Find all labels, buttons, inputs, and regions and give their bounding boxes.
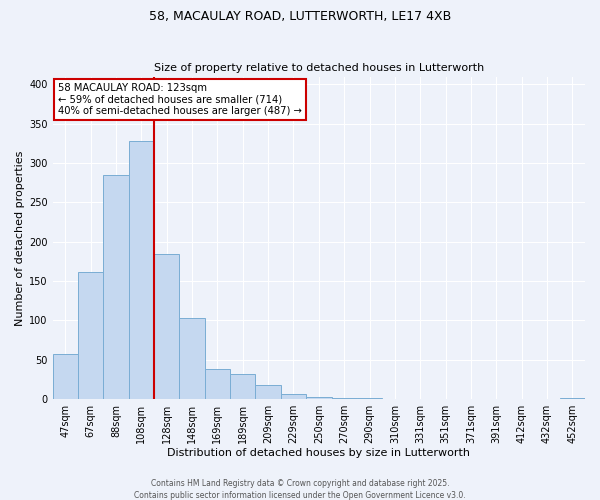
Bar [230,374,256,399]
Bar [256,385,281,399]
Bar [560,398,585,399]
Bar [129,141,154,399]
Bar [179,318,205,399]
Text: 58 MACAULAY ROAD: 123sqm
← 59% of detached houses are smaller (714)
40% of semi-: 58 MACAULAY ROAD: 123sqm ← 59% of detach… [58,83,302,116]
Bar [205,369,230,399]
Text: Contains HM Land Registry data © Crown copyright and database right 2025.
Contai: Contains HM Land Registry data © Crown c… [134,478,466,500]
Bar [332,398,357,399]
Bar [103,175,129,399]
Bar [281,394,306,399]
X-axis label: Distribution of detached houses by size in Lutterworth: Distribution of detached houses by size … [167,448,470,458]
Bar [53,354,78,399]
Title: Size of property relative to detached houses in Lutterworth: Size of property relative to detached ho… [154,63,484,73]
Y-axis label: Number of detached properties: Number of detached properties [15,150,25,326]
Text: 58, MACAULAY ROAD, LUTTERWORTH, LE17 4XB: 58, MACAULAY ROAD, LUTTERWORTH, LE17 4XB [149,10,451,23]
Bar [306,396,332,399]
Bar [357,398,382,399]
Bar [154,254,179,399]
Bar [78,272,103,399]
